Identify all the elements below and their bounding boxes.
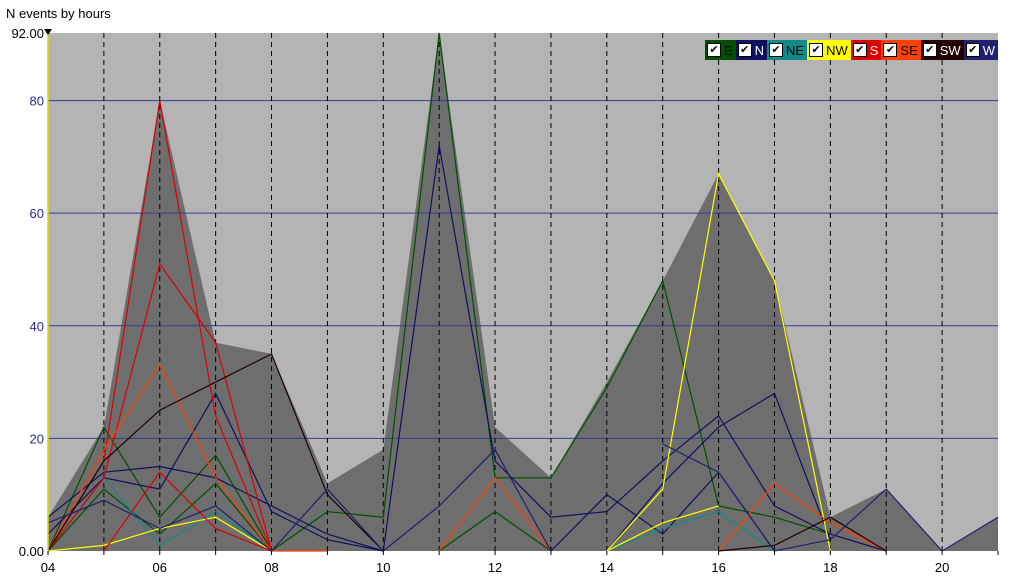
x-tick-label: 06 bbox=[153, 560, 167, 575]
series-line-W-20 bbox=[47, 488, 384, 552]
legend-label: S bbox=[869, 42, 879, 58]
envelope-area bbox=[48, 33, 998, 551]
legend-label: NW bbox=[826, 42, 848, 58]
x-tick-label: 20 bbox=[935, 560, 949, 575]
series-line-S-14 bbox=[103, 471, 272, 552]
legend-label: NE bbox=[786, 42, 805, 58]
series-line-E-2 bbox=[438, 510, 552, 552]
legend-checkbox-icon[interactable]: ✔ bbox=[809, 43, 824, 57]
legend-label: W bbox=[982, 42, 995, 58]
legend-item-ne[interactable]: ✔ NE bbox=[767, 40, 808, 60]
series-line-E-1 bbox=[47, 482, 272, 552]
y-tick-label: 80 bbox=[30, 94, 44, 109]
series-line-S-13 bbox=[47, 262, 273, 552]
legend-checkbox-icon[interactable]: ✔ bbox=[706, 43, 721, 57]
legend-label: SE bbox=[900, 42, 918, 58]
y-tick-label: 40 bbox=[30, 319, 44, 334]
legend-item-s[interactable]: ✔ S bbox=[850, 40, 882, 60]
series-line-N-3 bbox=[47, 145, 887, 552]
series-line-SE-17 bbox=[718, 482, 887, 552]
x-tick-label: 12 bbox=[488, 560, 502, 575]
series-line-SW-18 bbox=[47, 353, 384, 552]
x-tick-label: 04 bbox=[41, 560, 55, 575]
series-line-SE-16 bbox=[438, 476, 552, 552]
legend-checkbox-icon[interactable]: ✔ bbox=[922, 43, 937, 57]
series-line-SE-15 bbox=[47, 363, 328, 552]
legend-checkbox-icon[interactable]: ✔ bbox=[769, 43, 784, 57]
legend-item-w[interactable]: ✔ W bbox=[963, 40, 998, 60]
legend-item-se[interactable]: ✔ SE bbox=[881, 40, 921, 60]
series-line-W-21 bbox=[382, 448, 552, 552]
legend-item-sw[interactable]: ✔ SW bbox=[920, 40, 964, 60]
series-line-NW-11 bbox=[606, 505, 719, 552]
legend-item-n[interactable]: ✔ N bbox=[735, 40, 768, 60]
series-line-NE-8 bbox=[606, 510, 775, 552]
x-tick-label: 16 bbox=[711, 560, 725, 575]
legend-checkbox-icon[interactable]: ✔ bbox=[852, 43, 867, 57]
y-tick-label: 60 bbox=[30, 206, 44, 221]
series-line-N-6 bbox=[606, 392, 831, 552]
legend-checkbox-icon[interactable]: ✔ bbox=[965, 43, 980, 57]
x-tick-label: 18 bbox=[823, 560, 837, 575]
y-axis-marker-icon bbox=[44, 29, 52, 35]
legend-label: E bbox=[723, 42, 733, 58]
y-tick-label: 20 bbox=[30, 431, 44, 446]
legend-label: N bbox=[754, 42, 765, 58]
legend: ✔ E ✔ N ✔ NE ✔ NW ✔ S ✔ SE ✔ SW ✔ W bbox=[704, 40, 998, 60]
legend-item-nw[interactable]: ✔ NW bbox=[807, 40, 851, 60]
chart-title: N events by hours bbox=[6, 6, 111, 21]
x-tick-label: 10 bbox=[376, 560, 390, 575]
series-line-NW-10 bbox=[606, 171, 831, 552]
series-line-SW-19 bbox=[718, 516, 887, 552]
y-tick-label: 92.00 bbox=[11, 26, 44, 41]
legend-item-e[interactable]: ✔ E bbox=[704, 40, 736, 60]
y-tick-label: 0.00 bbox=[19, 544, 44, 559]
legend-checkbox-icon[interactable]: ✔ bbox=[883, 43, 898, 57]
legend-label: SW bbox=[939, 42, 961, 58]
x-tick-label: 08 bbox=[264, 560, 278, 575]
x-tick-label: 14 bbox=[600, 560, 614, 575]
legend-checkbox-icon[interactable]: ✔ bbox=[737, 43, 752, 57]
